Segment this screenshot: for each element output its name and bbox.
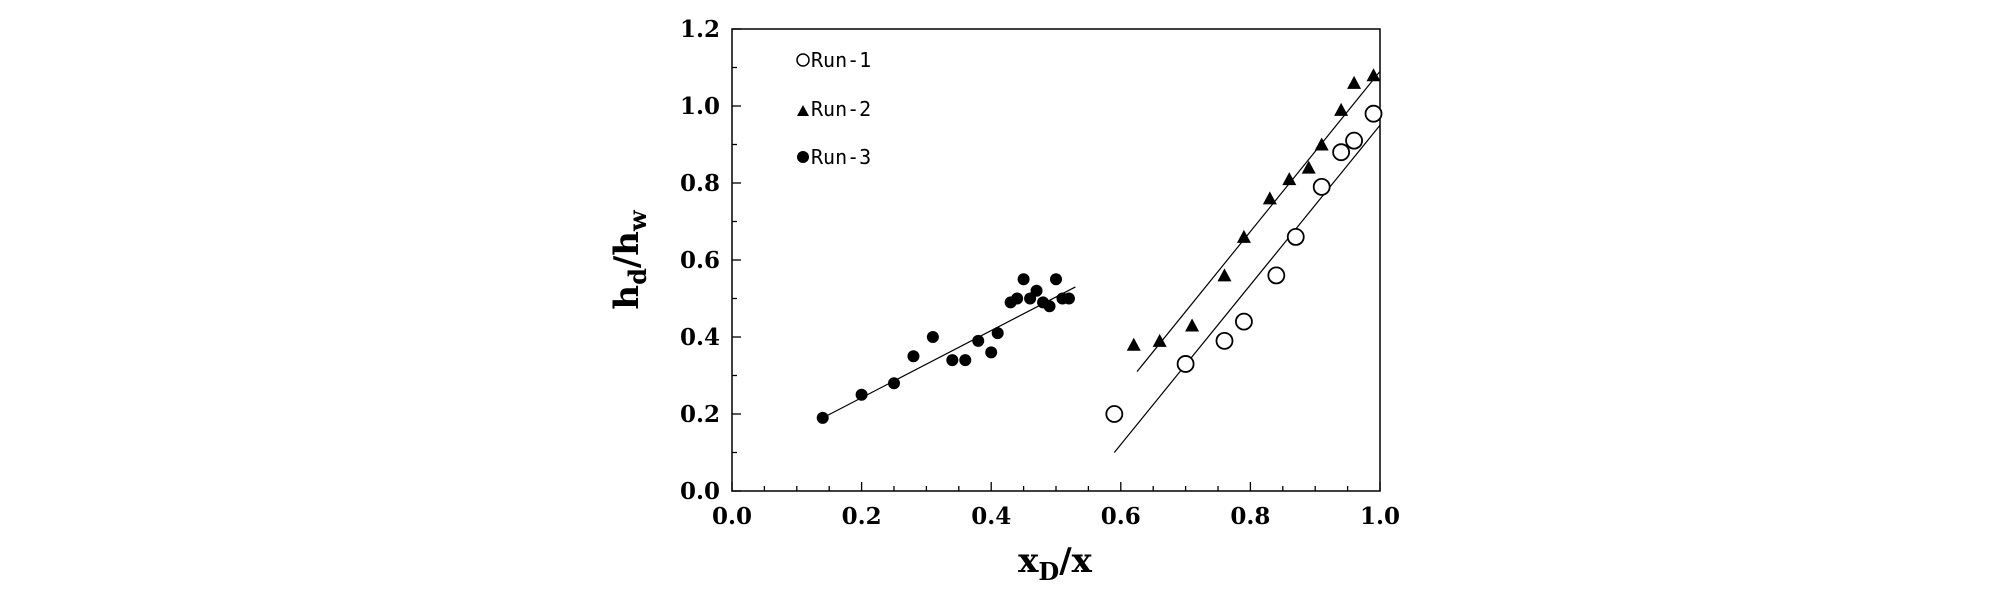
point-run-2 — [1334, 102, 1349, 116]
point-run-2 — [1347, 75, 1362, 89]
y-tick-label: 1.2 — [680, 16, 720, 43]
legend: Run-1 Run-2 Run-3 — [796, 48, 871, 169]
point-run-3 — [907, 350, 920, 363]
y-axis-title-main: h — [607, 285, 647, 310]
point-run-3 — [991, 327, 1004, 340]
y-tick-label: 1.0 — [680, 93, 720, 120]
point-run-3 — [926, 331, 939, 343]
point-run-2 — [1236, 229, 1251, 243]
point-run-3 — [1030, 284, 1043, 297]
point-run-1 — [1364, 104, 1383, 123]
point-run-2 — [1152, 333, 1167, 347]
point-run-1 — [1345, 131, 1363, 150]
y-axis-title-mid: /h — [607, 231, 647, 268]
fit-line-run-1 — [1113, 124, 1381, 453]
x-tick-label: 1.0 — [1360, 503, 1400, 530]
point-run-1 — [1332, 143, 1351, 162]
point-run-2 — [1366, 68, 1381, 82]
legend-label-run-3: Run-3 — [811, 145, 871, 169]
x-axis-title-sub: D — [1038, 557, 1059, 586]
legend-marker-run-3 — [797, 151, 809, 163]
point-run-3 — [888, 377, 900, 390]
point-run-2 — [1126, 337, 1141, 351]
x-tick-label: 0.0 — [712, 503, 752, 530]
point-run-3 — [972, 334, 985, 347]
legend-label-run-1: Run-1 — [811, 48, 871, 72]
x-axis-title-main: x — [1018, 541, 1039, 581]
y-tick-label: 0.6 — [680, 247, 720, 274]
point-run-3 — [816, 411, 829, 424]
tick-labels: 0.0 0.2 0.4 0.6 0.8 1.0 0.0 0.2 0.4 0.6 0.8 1.0 1.2 — [680, 16, 1400, 530]
point-run-1 — [1312, 177, 1331, 196]
x-tick-label: 0.6 — [1101, 503, 1141, 530]
point-run-3 — [985, 346, 998, 359]
legend-label-run-2: Run-2 — [811, 97, 871, 121]
x-tick-label: 0.8 — [1230, 503, 1270, 530]
point-run-1 — [1176, 355, 1195, 373]
point-run-1 — [1286, 227, 1305, 246]
point-run-2 — [1301, 160, 1316, 174]
point-run-3 — [855, 388, 868, 401]
point-run-3 — [1062, 292, 1075, 305]
point-run-2 — [1217, 268, 1232, 282]
fit-lines — [822, 70, 1381, 453]
point-run-2 — [1314, 137, 1329, 151]
x-tick-label: 0.4 — [971, 503, 1011, 530]
x-tick-label: 0.2 — [842, 503, 882, 530]
fit-line-run-2 — [1136, 70, 1381, 373]
point-run-1 — [1235, 312, 1253, 331]
y-axis-title-sub2: w — [623, 209, 652, 232]
point-run-2 — [1282, 172, 1297, 186]
y-axis-title: hd/hw — [607, 209, 652, 310]
data-points — [816, 68, 1383, 424]
point-run-3 — [1050, 273, 1062, 286]
x-axis-title: xD/x — [1018, 541, 1093, 586]
point-run-3 — [946, 354, 959, 367]
point-run-3 — [1017, 273, 1030, 286]
y-tick-label: 0.0 — [680, 478, 720, 505]
axis-ticks — [731, 28, 1381, 492]
y-axis-title-sub1: d — [623, 268, 652, 285]
point-run-3 — [1043, 300, 1056, 313]
y-tick-label: 0.8 — [680, 170, 720, 197]
x-axis-title-tail: /x — [1059, 541, 1092, 581]
y-tick-label: 0.2 — [680, 401, 720, 428]
legend-marker-run-1 — [796, 53, 810, 67]
point-run-1 — [1215, 331, 1234, 350]
point-run-2 — [1262, 191, 1277, 205]
point-run-1 — [1105, 405, 1124, 423]
y-tick-label: 0.4 — [680, 324, 720, 351]
point-run-2 — [1185, 318, 1200, 332]
point-run-3 — [959, 354, 972, 367]
legend-marker-run-2 — [797, 105, 809, 116]
point-run-1 — [1267, 266, 1286, 285]
point-run-3 — [1011, 292, 1024, 305]
